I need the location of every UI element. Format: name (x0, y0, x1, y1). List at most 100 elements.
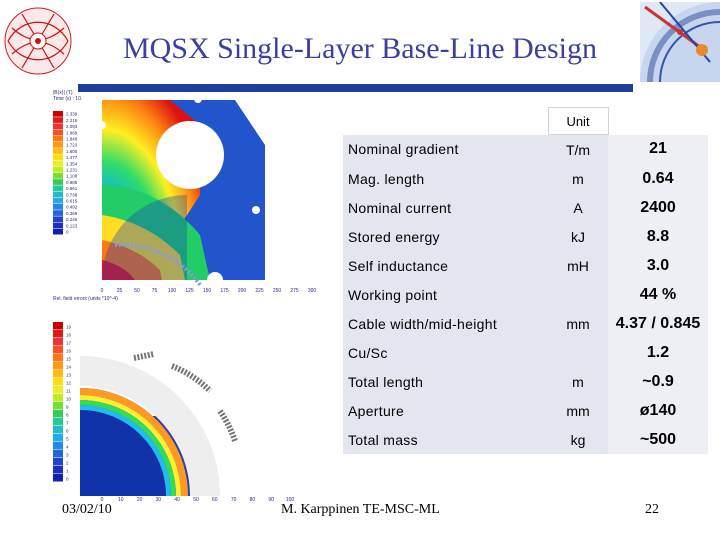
legend-label: 2.339 (66, 112, 78, 117)
x-tick-label: 70 (231, 497, 237, 503)
x-tick-label: 75 (152, 288, 158, 294)
param-value: ø140 (608, 396, 708, 425)
legend-swatch (53, 210, 63, 216)
table-header-row: Unit (343, 107, 708, 135)
error-plot (80, 351, 238, 496)
table-row: Working point 44 % (343, 280, 708, 309)
legend-swatch (53, 426, 63, 434)
legend-label: 1.108 (66, 174, 78, 179)
x-tick-label: 10 (118, 497, 124, 503)
legend-swatch (53, 450, 63, 458)
param-unit: kJ (548, 222, 608, 251)
x-tick-label: 300 (308, 288, 317, 294)
legend-swatch (53, 154, 63, 161)
param-name: Mag. length (343, 164, 548, 193)
legend-label: 15 (66, 357, 72, 362)
legend-label: 0.738 (66, 192, 78, 197)
param-value: ~0.9 (608, 367, 708, 396)
legend-label: 0.615 (66, 199, 78, 204)
legend-label: 9 (66, 405, 69, 410)
param-unit: T/m (548, 134, 608, 164)
param-value: 3.0 (608, 251, 708, 280)
table-row: Nominal gradient T/m 21 (343, 134, 708, 164)
param-unit: mm (548, 309, 608, 338)
param-value: 0.64 (608, 164, 708, 193)
legend-label: 17 (66, 341, 72, 346)
param-name: Self inductance (343, 251, 548, 280)
legend-swatch (53, 434, 63, 442)
field-errors-figure: 19 18 17 16 15 14 13 12 11 10 9 8 7 6 5 4 3 2 1 0 0 10 20 30 40… (50, 296, 340, 511)
table-row: Nominal current A 2400 (343, 193, 708, 222)
legend-label: 6 (66, 429, 69, 434)
x-tick-label: 100 (168, 288, 177, 294)
legend-label: 8 (66, 413, 69, 418)
legend-swatch (53, 338, 63, 346)
param-unit: kg (548, 425, 608, 454)
legend-swatch (53, 346, 63, 354)
legend-swatch (53, 197, 63, 204)
param-unit: m (548, 164, 608, 193)
legend-label: 1.231 (66, 168, 78, 173)
legend-swatch (53, 135, 63, 142)
x-tick-label: 125 (185, 288, 194, 294)
legend-swatch (53, 354, 63, 362)
x-tick-label: 40 (174, 497, 180, 503)
error-plot-x-axis: 0 10 20 30 40 50 60 70 80 90 100 (101, 497, 295, 503)
legend-swatch (53, 228, 63, 235)
x-tick-label: 175 (220, 288, 229, 294)
legend-swatch (53, 142, 63, 148)
legend-swatch (53, 222, 63, 229)
param-name: Cu/Sc (343, 338, 548, 367)
unit-column-header: Unit (547, 107, 609, 135)
page-number: 22 (645, 502, 659, 517)
param-value: 2400 (608, 193, 708, 222)
legend-swatch (53, 442, 63, 450)
legend-label: 1.723 (66, 143, 78, 148)
footer-date: 03/02/10 (62, 502, 112, 517)
legend-swatch (53, 185, 63, 192)
param-value: 21 (608, 134, 708, 164)
param-value: ~500 (608, 425, 708, 454)
x-tick-label: 20 (137, 497, 143, 503)
param-unit (548, 338, 608, 367)
legend-label: 1.846 (66, 137, 78, 142)
legend-swatch (53, 394, 63, 402)
x-tick-label: 0 (101, 288, 104, 294)
legend-swatch (53, 418, 63, 426)
magnet-cross-section (98, 95, 265, 288)
x-tick-label: 50 (193, 497, 199, 503)
param-name: Aperture (343, 396, 548, 425)
legend-label: 0 (66, 230, 69, 235)
legend-label: 3 (66, 453, 69, 458)
legend-label: 1.354 (66, 161, 78, 166)
legend-swatch (53, 322, 63, 330)
legend-swatch (53, 129, 63, 136)
field-map-x-axis: 0 25 50 75 100 125 150 175 200 225 250 275 300 (101, 288, 317, 294)
x-tick-label: 0 (101, 497, 104, 503)
legend-swatch (53, 191, 63, 198)
legend-label: 0.369 (66, 211, 78, 216)
legend-swatch (53, 330, 63, 338)
x-tick-label: 225 (255, 288, 264, 294)
param-name: Nominal gradient (343, 134, 548, 164)
legend-label: 19 (66, 325, 72, 330)
legend-label: 5 (66, 437, 69, 442)
legend-label: 1.477 (66, 155, 78, 160)
x-tick-label: 200 (238, 288, 247, 294)
cern-logo-left (2, 6, 74, 76)
legend-label: 13 (66, 373, 72, 378)
legend-label: 12 (66, 381, 72, 386)
legend-swatch (53, 111, 63, 117)
x-tick-label: 275 (290, 288, 299, 294)
legend-label: 16 (66, 349, 72, 354)
title-rule (78, 84, 633, 92)
x-tick-label: 60 (212, 497, 218, 503)
legend-label: 0.123 (66, 223, 78, 228)
param-unit (548, 280, 608, 309)
param-value: 44 % (608, 280, 708, 309)
parameter-table: Unit Nominal gradient T/m 21 Mag. length m 0.… (343, 107, 708, 454)
param-name: Total length (343, 367, 548, 396)
legend-label: 0.861 (66, 186, 78, 191)
x-tick-label: 150 (203, 288, 212, 294)
